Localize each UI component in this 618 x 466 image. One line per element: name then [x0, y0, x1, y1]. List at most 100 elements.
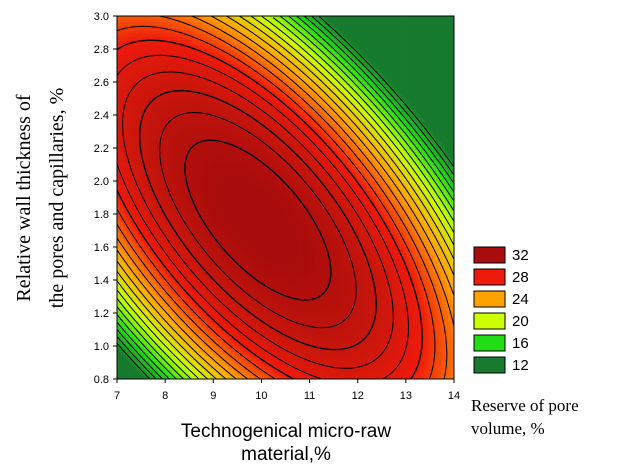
contour-cell — [141, 136, 145, 140]
contour-cell — [171, 130, 175, 134]
contour-cell — [120, 232, 124, 236]
contour-cell — [135, 172, 139, 176]
contour-cell — [120, 325, 124, 329]
contour-cell — [177, 349, 181, 353]
contour-cell — [168, 205, 172, 209]
contour-cell — [141, 31, 145, 35]
contour-cell — [144, 283, 148, 287]
contour-cell — [168, 100, 172, 104]
contour-cell — [147, 127, 151, 131]
contour-cell — [123, 187, 127, 191]
contour-cell — [129, 298, 133, 302]
contour-cell — [117, 373, 121, 377]
contour-cell — [162, 244, 166, 248]
contour-cell — [180, 121, 184, 125]
contour-cell — [177, 166, 181, 170]
contour-cell — [123, 268, 127, 272]
contour-cell — [153, 79, 157, 83]
contour-cell — [132, 172, 136, 176]
contour-cell — [174, 64, 178, 68]
contour-cell — [129, 19, 133, 23]
contour-cell — [138, 43, 142, 47]
contour-cell — [159, 31, 163, 35]
contour-cell — [138, 319, 142, 323]
contour-cell — [174, 235, 178, 239]
contour-cell — [138, 112, 142, 116]
contour-cell — [147, 196, 151, 200]
contour-cell — [150, 268, 154, 272]
contour-cell — [120, 136, 124, 140]
contour-cell — [153, 286, 157, 290]
contour-cell — [117, 49, 121, 53]
contour-cell — [168, 190, 172, 194]
contour-cell — [144, 313, 148, 317]
contour-cell — [168, 334, 172, 338]
contour-cell — [156, 139, 160, 143]
contour-cell — [135, 124, 139, 128]
contour-cell — [141, 238, 145, 242]
contour-cell — [180, 178, 184, 182]
contour-cell — [174, 40, 178, 44]
contour-cell — [153, 139, 157, 143]
contour-cell — [132, 262, 136, 266]
contour-cell — [135, 358, 139, 362]
contour-cell — [129, 145, 133, 149]
contour-cell — [135, 22, 139, 26]
contour-cell — [123, 283, 127, 287]
contour-cell — [171, 37, 175, 41]
contour-cell — [144, 100, 148, 104]
contour-cell — [144, 319, 148, 323]
contour-cell — [153, 208, 157, 212]
contour-cell — [120, 97, 124, 101]
contour-cell — [156, 133, 160, 137]
contour-cell — [159, 70, 163, 74]
contour-cell — [138, 337, 142, 341]
contour-cell — [147, 160, 151, 164]
contour-cell — [171, 25, 175, 29]
contour-cell — [135, 202, 139, 206]
contour-cell — [147, 67, 151, 71]
contour-cell — [141, 79, 145, 83]
contour-cell — [174, 217, 178, 221]
contour-cell — [174, 76, 178, 80]
contour-cell — [141, 331, 145, 335]
contour-cell — [156, 325, 160, 329]
contour-cell — [174, 52, 178, 56]
contour-cell — [162, 289, 166, 293]
contour-cell — [177, 316, 181, 320]
contour-cell — [159, 193, 163, 197]
contour-cell — [126, 364, 130, 368]
contour-cell — [165, 226, 169, 230]
contour-cell — [162, 193, 166, 197]
contour-cell — [120, 154, 124, 158]
contour-cell — [123, 223, 127, 227]
contour-cell — [138, 109, 142, 113]
contour-cell — [171, 370, 175, 374]
contour-cell — [117, 313, 121, 317]
contour-cell — [138, 91, 142, 95]
contour-cell — [132, 118, 136, 122]
contour-cell — [117, 289, 121, 293]
contour-cell — [144, 22, 148, 26]
contour-cell — [132, 106, 136, 110]
contour-cell — [153, 142, 157, 146]
contour-cell — [150, 178, 154, 182]
contour-cell — [168, 94, 172, 98]
contour-cell — [153, 331, 157, 335]
contour-cell — [132, 307, 136, 311]
contour-cell — [138, 49, 142, 53]
contour-cell — [174, 175, 178, 179]
contour-cell — [147, 316, 151, 320]
contour-cell — [117, 235, 121, 239]
contour-cell — [165, 28, 169, 32]
contour-cell — [132, 316, 136, 320]
contour-cell — [126, 367, 130, 371]
contour-cell — [135, 130, 139, 134]
contour-cell — [162, 112, 166, 116]
contour-cell — [150, 43, 154, 47]
contour-cell — [177, 202, 181, 206]
contour-cell — [147, 139, 151, 143]
contour-cell — [159, 16, 163, 20]
contour-cell — [123, 37, 127, 41]
contour-cell — [117, 61, 121, 65]
